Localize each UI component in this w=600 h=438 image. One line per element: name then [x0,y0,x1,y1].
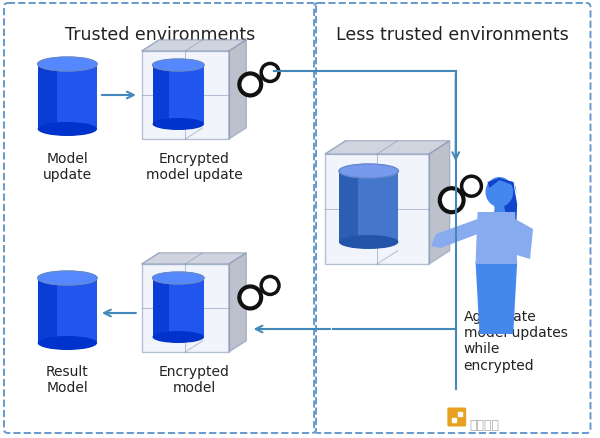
Polygon shape [325,155,429,265]
Polygon shape [38,279,97,343]
Ellipse shape [485,177,513,208]
Polygon shape [142,41,247,52]
Polygon shape [429,141,450,265]
Polygon shape [38,65,57,130]
Ellipse shape [440,189,464,213]
Ellipse shape [339,236,398,249]
Ellipse shape [152,119,204,131]
Polygon shape [339,172,358,243]
Ellipse shape [261,64,279,82]
Polygon shape [38,279,57,343]
Ellipse shape [152,272,204,284]
Polygon shape [38,65,97,130]
Text: Result
Model: Result Model [46,364,89,394]
Polygon shape [513,219,533,259]
Text: Aggregate
model updates
while
encrypted: Aggregate model updates while encrypted [464,309,568,372]
Ellipse shape [339,165,398,179]
Ellipse shape [461,177,481,197]
Ellipse shape [261,277,279,295]
Polygon shape [476,262,517,334]
Polygon shape [493,180,517,284]
Polygon shape [142,265,229,352]
Ellipse shape [38,336,97,350]
Polygon shape [476,212,517,265]
Ellipse shape [239,74,261,96]
Polygon shape [152,66,169,125]
Polygon shape [493,202,505,212]
Polygon shape [339,172,398,243]
Polygon shape [487,179,517,194]
Polygon shape [325,141,450,155]
Polygon shape [229,41,247,140]
Ellipse shape [152,60,204,72]
FancyBboxPatch shape [448,408,466,427]
Polygon shape [142,52,229,140]
Text: 全色财经: 全色财经 [470,419,500,431]
Text: Encrypted
model update: Encrypted model update [146,152,242,182]
Text: Trusted environments: Trusted environments [65,26,256,44]
Polygon shape [229,253,247,352]
Polygon shape [152,66,204,125]
Ellipse shape [152,331,204,343]
Ellipse shape [239,287,261,309]
Polygon shape [152,279,204,337]
Ellipse shape [38,123,97,137]
Text: Encrypted
model: Encrypted model [159,364,230,394]
Ellipse shape [38,58,97,72]
Ellipse shape [38,272,97,285]
Polygon shape [152,279,169,337]
Text: Model
update: Model update [43,152,92,182]
Polygon shape [142,253,247,265]
Text: Less trusted environments: Less trusted environments [337,26,569,44]
Polygon shape [431,219,478,248]
